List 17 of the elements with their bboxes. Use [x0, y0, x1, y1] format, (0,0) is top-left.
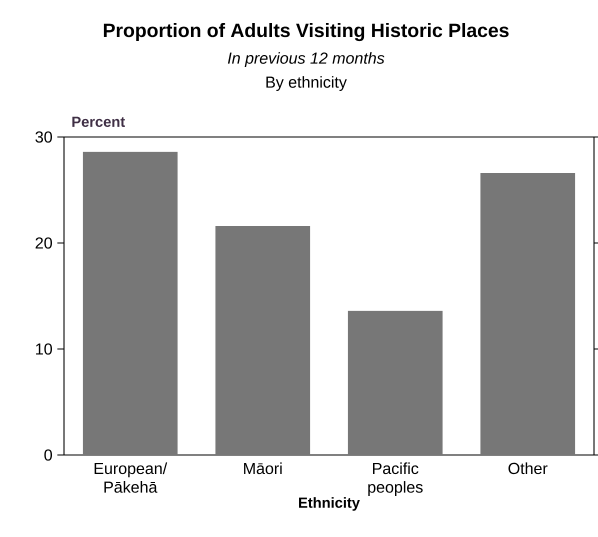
- chart-title: Proportion of Adults Visiting Historic Places: [104, 22, 509, 42]
- text: By ethnicity: [266, 76, 347, 91]
- chart-subtitle: In previous 12 months: [228, 52, 384, 67]
- y-tick-label: 10: [36, 343, 52, 355]
- y-tick-label: 30: [35, 131, 52, 143]
- x-tick-label: Māori: [244, 462, 282, 474]
- y-tick-label: 20: [36, 237, 52, 249]
- bar: [348, 310, 443, 455]
- x-tick-label: Other: [508, 462, 548, 474]
- bar: [82, 152, 178, 455]
- x-axis-title: Ethnicity: [299, 497, 360, 511]
- x-tick-label: European/ Pākehā: [94, 462, 168, 493]
- bar: [480, 173, 576, 455]
- y-axis-title: Percent: [72, 116, 125, 127]
- x-tick-label: Pacific peoples: [368, 462, 423, 496]
- y-tick-label: 0: [44, 449, 52, 461]
- bar: [215, 226, 310, 455]
